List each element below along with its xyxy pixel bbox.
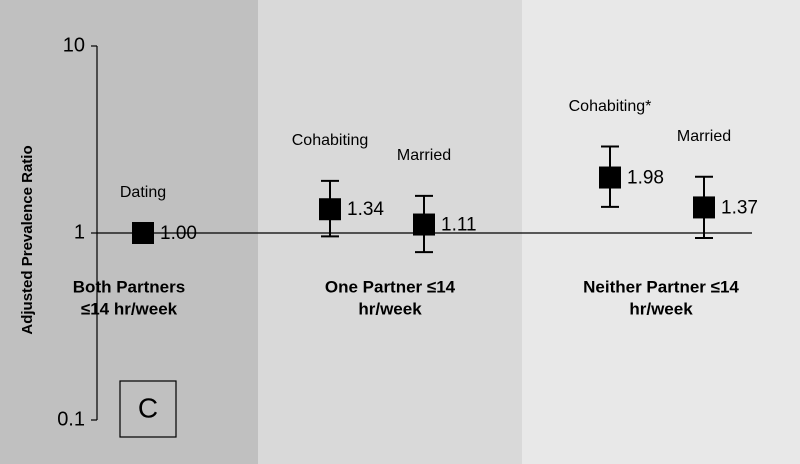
group-background: [258, 0, 522, 464]
y-tick-label: 10: [63, 34, 85, 56]
value-label: 1.98: [627, 168, 664, 189]
marker: [132, 222, 154, 244]
group-background: [522, 0, 800, 464]
group-label: Both Partners: [73, 277, 185, 296]
panel-label: C: [138, 392, 158, 423]
point-label: Married: [397, 147, 451, 164]
y-axis-label: Adjusted Prevalence Ratio: [19, 145, 36, 334]
point-label: Married: [677, 128, 731, 145]
marker: [599, 166, 621, 189]
point-label: Dating: [120, 184, 166, 201]
group-label: hr/week: [358, 299, 422, 318]
marker: [413, 213, 435, 236]
point-label: Cohabiting*: [569, 98, 652, 115]
value-label: 1.37: [721, 197, 758, 218]
group-label: ≤14 hr/week: [81, 299, 178, 318]
value-label: 1.11: [441, 215, 477, 236]
group-label: One Partner ≤14: [325, 277, 456, 296]
point-label: Cohabiting: [292, 132, 369, 149]
marker: [319, 198, 341, 221]
group-label: hr/week: [629, 299, 693, 318]
value-label: 1.34: [347, 199, 384, 220]
y-tick-label: 1: [74, 221, 85, 243]
y-tick-label: 0.1: [57, 408, 85, 430]
group-label: Neither Partner ≤14: [583, 277, 739, 296]
value-label: 1.00: [160, 223, 197, 244]
panel-box: [119, 380, 177, 438]
group-background: [0, 0, 258, 464]
marker: [693, 196, 715, 219]
